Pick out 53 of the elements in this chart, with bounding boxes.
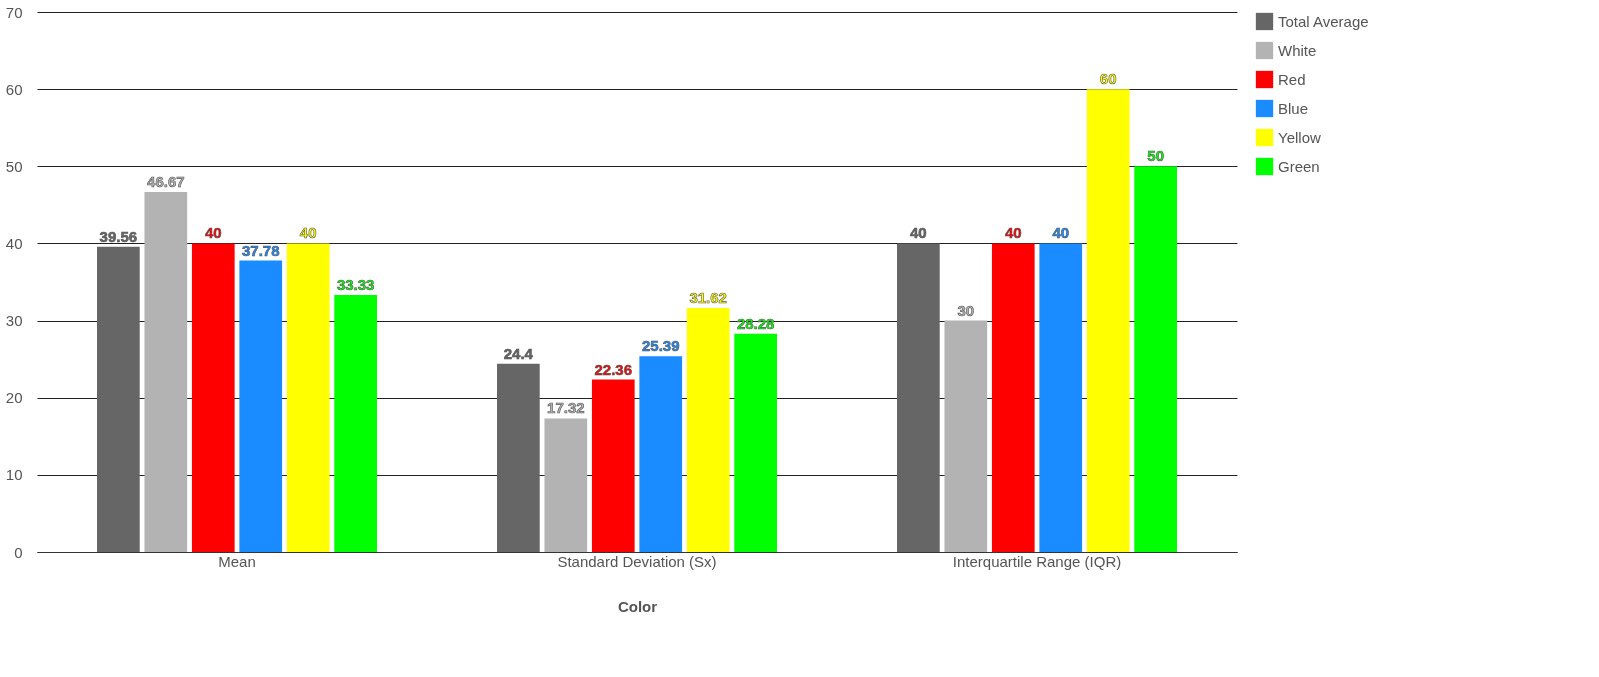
bar: [1039, 243, 1083, 552]
legend-label: White: [1278, 41, 1317, 59]
y-tick-label: 20: [5, 389, 23, 407]
data-label: 31.62: [689, 289, 727, 307]
bar: [239, 260, 283, 552]
bar: [286, 243, 330, 552]
data-label: 60: [1099, 70, 1117, 88]
bar: [639, 356, 683, 552]
legend-label: Yellow: [1278, 128, 1321, 146]
bar: [497, 363, 540, 552]
bar: [97, 246, 140, 552]
data-label: 50: [1147, 147, 1164, 165]
bar: [334, 294, 377, 552]
data-label: 40: [299, 224, 317, 242]
legend-label: Red: [1278, 70, 1306, 88]
bar: [991, 243, 1035, 552]
x-tick-label: Interquartile Range (IQR): [952, 552, 1122, 570]
data-label: 24.4: [503, 344, 534, 362]
bar: [144, 191, 188, 552]
data-label: 33.33: [336, 275, 375, 293]
y-tick-label: 50: [5, 157, 23, 175]
x-axis-title: Color: [617, 597, 658, 615]
legend-label: Blue: [1278, 99, 1309, 117]
data-label: 22.36: [594, 360, 633, 378]
data-label: 17.32: [547, 399, 585, 417]
x-tick-label: Standard Deviation (Sx): [557, 552, 717, 570]
data-label: 39.56: [99, 227, 138, 245]
x-tick-label: Mean: [218, 552, 256, 570]
y-tick-label: 30: [5, 312, 23, 330]
bar: [1086, 89, 1130, 552]
y-tick-label: 0: [14, 543, 23, 561]
data-label: 40: [1052, 224, 1070, 242]
data-label: 40: [1004, 224, 1022, 242]
bar: [897, 243, 940, 552]
y-tick-label: 60: [5, 80, 23, 98]
y-tick-label: 70: [5, 3, 23, 21]
bar: [544, 418, 588, 552]
legend-label: Total Average: [1278, 12, 1369, 30]
bar: [944, 320, 988, 552]
bar: [591, 379, 635, 552]
data-label: 40: [204, 224, 222, 242]
data-label: 25.39: [641, 337, 680, 355]
data-label: 40: [910, 224, 927, 242]
y-tick-label: 10: [5, 466, 23, 484]
data-label: 30: [957, 301, 975, 319]
y-tick-label: 40: [5, 234, 23, 252]
bar: [686, 308, 730, 552]
bar: [734, 333, 777, 552]
data-label: 37.78: [241, 241, 280, 259]
bar: [191, 243, 235, 552]
data-label: 46.67: [147, 172, 185, 190]
legend-label: Green: [1278, 157, 1320, 175]
bar: [1134, 166, 1177, 552]
